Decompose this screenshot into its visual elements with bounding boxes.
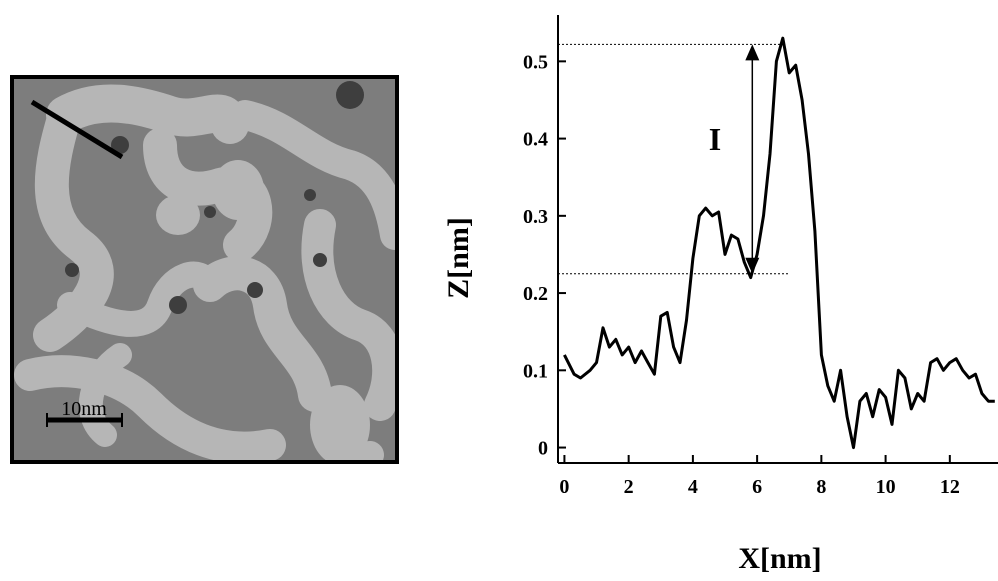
stm-island (212, 160, 264, 220)
stm-domain (46, 84, 249, 144)
x-ticks: 0 2 4 6 8 10 12 (559, 455, 960, 498)
annotation-arrowhead-up (745, 44, 760, 61)
reference-lines (558, 43, 790, 275)
stm-defect (336, 81, 364, 109)
stm-defect (65, 263, 79, 277)
stm-domain (57, 261, 223, 337)
scale-bar: 10nm (46, 398, 123, 427)
series-line (563, 36, 995, 450)
line-profile-marker (30, 99, 124, 160)
x-tick-label: 4 (688, 476, 698, 498)
stm-defect (169, 296, 187, 314)
x-tick-label: 10 (876, 476, 896, 498)
stm-island (310, 385, 370, 465)
y-tick-label: 0 (538, 438, 548, 460)
stm-domain (230, 100, 410, 250)
stm-domain (14, 355, 286, 464)
y-axis-title: Z[nm] (442, 217, 475, 299)
axes (557, 15, 998, 464)
x-tick-label: 0 (559, 476, 569, 498)
y-tick-label: 0.3 (523, 206, 548, 228)
annotation-arrowhead-down (745, 257, 760, 274)
y-tick-label: 0.2 (523, 283, 548, 305)
stm-dark-spots (65, 81, 364, 314)
stm-defect (247, 282, 263, 298)
stm-defect (204, 206, 216, 218)
stm-island (156, 195, 200, 235)
y-tick-label: 0.5 (523, 51, 548, 73)
stm-bright-islands (156, 160, 370, 465)
stm-defect (313, 253, 327, 267)
y-tick-label: 0.1 (523, 360, 548, 382)
annotation-label: I (709, 121, 721, 157)
x-tick-label: 6 (752, 476, 762, 498)
stm-domain (78, 343, 132, 447)
x-tick-label: 8 (816, 476, 826, 498)
scale-bar-label: 10nm (61, 398, 107, 420)
y-tick-label: 0.4 (523, 129, 548, 151)
y-ticks: 0 0.1 0.2 0.3 0.4 0.5 (523, 51, 566, 460)
stm-defect (304, 189, 316, 201)
x-axis-title: X[nm] (738, 542, 821, 575)
stm-topography-image: 10nm (10, 75, 410, 470)
stm-frame (10, 75, 399, 464)
stm-domain (193, 256, 332, 412)
x-tick-label: 12 (940, 476, 960, 498)
height-annotation: I (709, 44, 760, 274)
stm-defect (111, 136, 129, 154)
x-tick-label: 2 (624, 476, 634, 498)
stm-image-panel: 10nm (10, 75, 410, 470)
